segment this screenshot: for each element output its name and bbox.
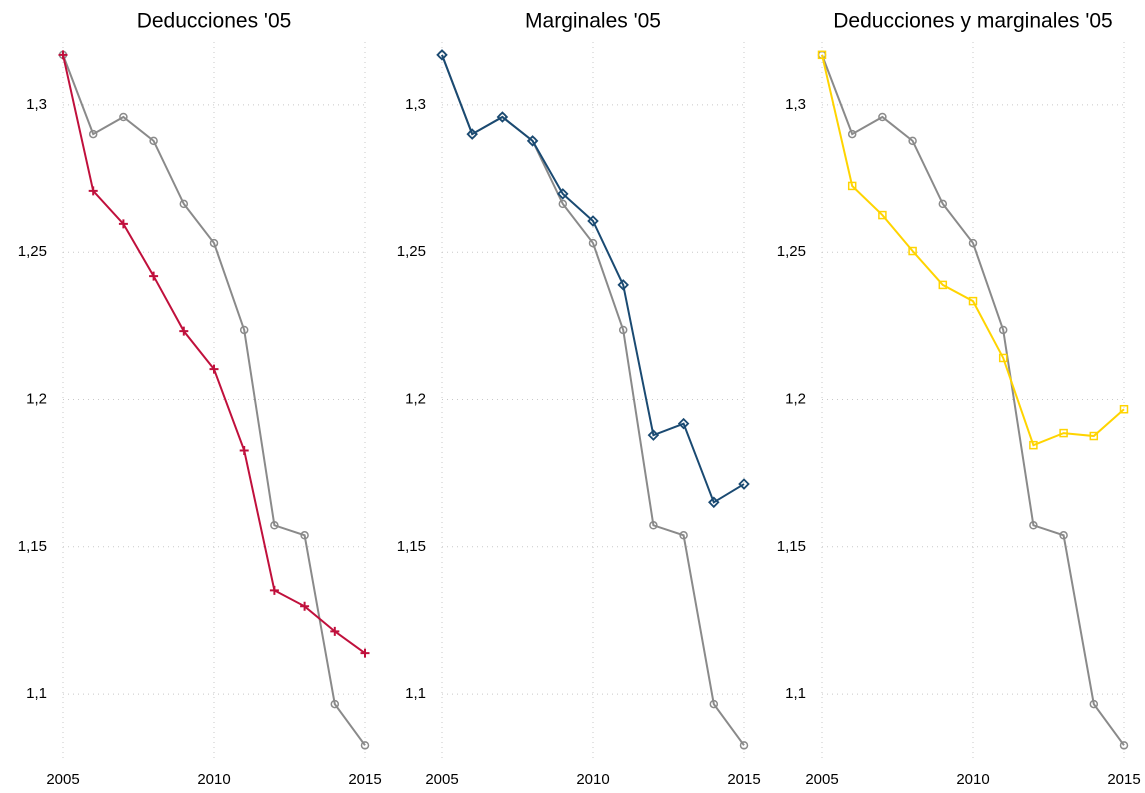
point-marker — [1029, 521, 1038, 530]
x-tick-label: 2010 — [576, 771, 609, 788]
point-marker — [679, 531, 688, 540]
point-marker — [938, 280, 948, 290]
y-tick-label: 1,1 — [26, 685, 47, 702]
y-tick-label: 1,2 — [26, 390, 47, 407]
point-marker — [58, 50, 68, 60]
point-marker — [436, 49, 448, 61]
point-marker — [179, 326, 189, 336]
point-marker — [1089, 431, 1099, 441]
x-tick-label: 2005 — [805, 771, 838, 788]
point-marker — [647, 429, 660, 441]
series-line — [62, 54, 366, 746]
y-tick-label: 1,3 — [785, 96, 806, 113]
series-line — [821, 54, 1125, 447]
point-marker — [998, 325, 1008, 335]
point-marker — [847, 129, 857, 139]
y-tick-label: 1,3 — [405, 96, 426, 113]
point-marker — [709, 699, 719, 709]
point-marker — [708, 496, 720, 509]
y-tick-label: 1,25 — [777, 243, 806, 260]
point-marker — [330, 626, 340, 636]
point-marker — [300, 531, 309, 540]
point-marker — [1029, 440, 1038, 450]
y-tick-label: 1,25 — [397, 243, 426, 260]
point-marker — [557, 188, 569, 200]
point-marker — [526, 135, 539, 147]
chart-title: Marginales '05 — [525, 10, 661, 33]
y-tick-label: 1,1 — [785, 685, 806, 702]
point-marker — [1119, 404, 1129, 414]
point-marker — [968, 238, 978, 248]
point-marker — [1059, 531, 1068, 540]
point-marker — [878, 112, 887, 122]
point-marker — [88, 129, 98, 139]
point-marker — [300, 601, 310, 611]
x-tick-label: 2015 — [727, 771, 760, 788]
point-marker — [817, 50, 827, 60]
point-marker — [1119, 741, 1129, 750]
y-tick-label: 1,25 — [18, 243, 47, 260]
point-marker — [998, 353, 1008, 363]
chart-title: Deducciones y marginales '05 — [833, 10, 1113, 33]
y-tick-label: 1,2 — [405, 390, 426, 407]
y-tick-label: 1,2 — [785, 390, 806, 407]
point-marker — [1059, 428, 1068, 438]
point-marker — [179, 199, 189, 209]
point-marker — [330, 699, 340, 709]
point-marker — [618, 325, 628, 335]
series-line — [441, 54, 745, 504]
y-tick-label: 1,15 — [18, 538, 47, 555]
point-marker — [360, 741, 370, 750]
point-marker — [496, 111, 509, 123]
chart-title: Deducciones '05 — [137, 10, 292, 33]
x-tick-label: 2010 — [197, 771, 230, 788]
point-marker — [558, 199, 568, 209]
y-tick-label: 1,15 — [777, 538, 806, 555]
point-marker — [677, 417, 690, 430]
point-marker — [269, 585, 279, 595]
series-line — [821, 54, 1125, 746]
point-marker — [149, 271, 159, 281]
point-marker — [908, 246, 917, 256]
point-marker — [466, 128, 478, 140]
point-marker — [118, 219, 128, 229]
y-tick-label: 1,3 — [26, 96, 47, 113]
point-marker — [878, 210, 887, 220]
x-tick-label: 2015 — [1107, 771, 1140, 788]
point-marker — [119, 112, 128, 122]
point-marker — [88, 186, 98, 196]
point-marker — [938, 199, 948, 209]
y-tick-label: 1,15 — [397, 538, 426, 555]
series-line — [441, 54, 745, 746]
point-marker — [149, 136, 158, 146]
point-marker — [209, 364, 219, 374]
series-line — [62, 54, 366, 654]
point-marker — [649, 521, 658, 530]
x-tick-label: 2005 — [46, 771, 79, 788]
point-marker — [847, 181, 857, 191]
x-tick-label: 2005 — [425, 771, 458, 788]
x-tick-label: 2010 — [956, 771, 989, 788]
point-marker — [617, 279, 629, 291]
point-marker — [588, 238, 598, 248]
y-tick-label: 1,1 — [405, 685, 426, 702]
point-marker — [968, 296, 978, 306]
point-marker — [239, 445, 249, 455]
point-marker — [209, 238, 219, 248]
point-marker — [270, 521, 279, 530]
point-marker — [1089, 699, 1099, 709]
x-tick-label: 2015 — [348, 771, 381, 788]
point-marker — [587, 215, 599, 227]
point-marker — [908, 136, 917, 146]
point-marker — [239, 325, 249, 335]
point-marker — [739, 741, 749, 750]
point-marker — [360, 648, 370, 658]
point-marker — [738, 478, 750, 490]
